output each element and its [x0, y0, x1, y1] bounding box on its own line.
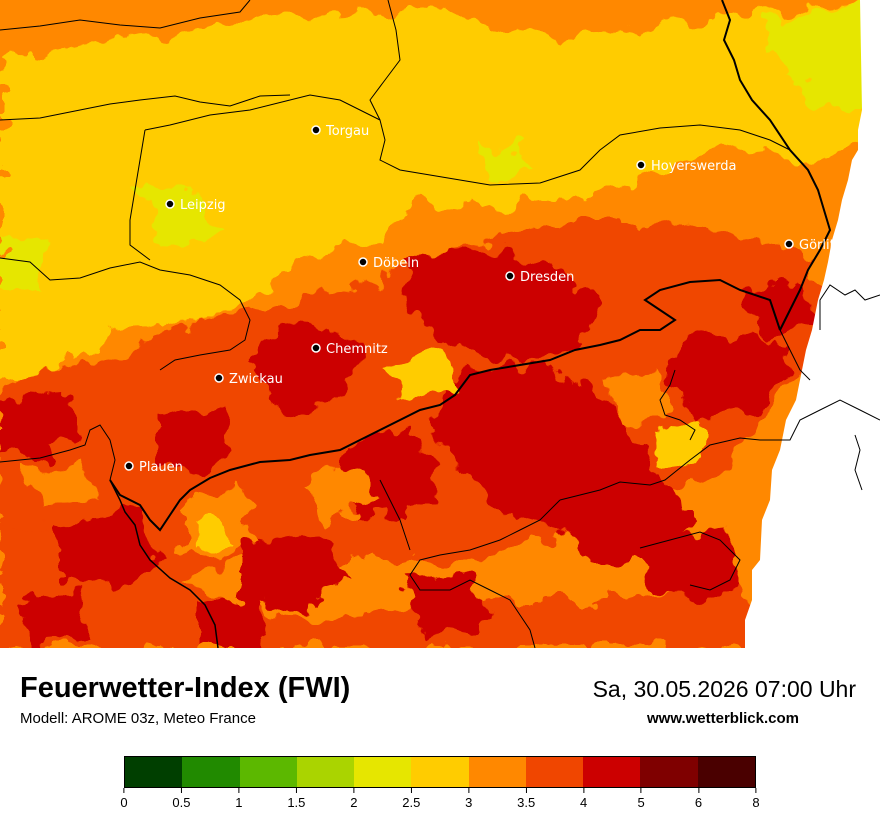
legend-tick-label: 8 [752, 795, 760, 810]
legend-tick: 5 [637, 788, 645, 810]
borders [0, 0, 880, 648]
legend-tick: 0 [120, 788, 128, 810]
legend-tick: 8 [752, 788, 760, 810]
legend-tick: 4 [580, 788, 587, 810]
city-label: Plauen [139, 460, 183, 475]
footer: Feuerwetter-Index (FWI) Modell: AROME 03… [0, 648, 880, 830]
legend-tick: 3 [465, 788, 472, 810]
valid-datetime: Sa, 30.05.2026 07:00 Uhr [592, 676, 856, 702]
legend-tick-label: 1.5 [287, 795, 306, 810]
legend-tick: 1 [235, 788, 243, 810]
legend-tick: 2.5 [402, 788, 420, 810]
legend-tick-mark [640, 788, 642, 793]
legend-tick: 6 [695, 788, 702, 810]
legend-swatch-0 [125, 757, 183, 787]
legend-tick-label: 4 [580, 795, 588, 810]
color-legend [124, 756, 756, 788]
city-marker-dot [784, 239, 794, 249]
city-marker-dot [124, 461, 134, 471]
city-marker-dot [214, 373, 224, 383]
legend-swatch-3 [296, 757, 355, 787]
legend-tick: 3.5 [517, 788, 535, 810]
legend-tick-mark [180, 788, 182, 793]
map-title: Feuerwetter-Index (FWI) [20, 672, 351, 704]
legend-swatch-4 [354, 757, 412, 787]
website-link[interactable]: www.wetterblick.com [647, 710, 799, 727]
legend-ticks: 0 0.5 1 1.5 2 2.5 3 3.5 4 5 6 8 [120, 788, 760, 822]
city-label: Torgau [325, 124, 369, 139]
city-marker-dot [311, 125, 321, 135]
legend-swatch-8 [583, 757, 641, 787]
legend-tick-mark [295, 788, 297, 793]
city-d-beln: Döbeln [358, 256, 419, 271]
legend-tick-label: 1 [235, 795, 243, 810]
city-hoyerswerda: Hoyerswerda [636, 159, 737, 174]
model-info: Modell: AROME 03z, Meteo France [20, 710, 256, 727]
city-markers: Torgau Hoyerswerda Leipzig Görlitz Döbeln Dre… [124, 124, 842, 475]
city-label: Döbeln [373, 256, 419, 271]
legend-swatch-2 [239, 757, 297, 787]
city-label: Hoyerswerda [651, 159, 737, 174]
legend-tick-mark [583, 788, 585, 793]
city-marker-dot [636, 160, 646, 170]
legend-tick-mark [698, 788, 700, 793]
city-plauen: Plauen [124, 460, 183, 475]
legend-tick-mark [123, 788, 125, 793]
city-leipzig: Leipzig [165, 198, 226, 213]
city-chemnitz: Chemnitz [311, 342, 388, 357]
map-canvas: Torgau Hoyerswerda Leipzig Görlitz Döbeln Dre… [0, 0, 880, 648]
legend-tick-label: 0 [120, 795, 128, 810]
city-g-rlitz: Görlitz [784, 238, 842, 253]
legend-swatch-9 [640, 757, 698, 787]
legend-tick-mark [410, 788, 412, 793]
city-label: Zwickau [229, 372, 283, 387]
legend-tick-mark [238, 788, 240, 793]
legend-swatch-7 [525, 757, 584, 787]
city-dresden: Dresden [505, 270, 574, 285]
legend-tick-mark [353, 788, 355, 793]
out-of-domain-area [745, 0, 880, 648]
legend-tick-label: 0.5 [172, 795, 191, 810]
city-marker-dot [165, 199, 175, 209]
legend-tick-mark [525, 788, 527, 793]
city-label: Dresden [520, 270, 574, 285]
legend-tick-label: 6 [694, 795, 703, 810]
legend-tick: 1.5 [287, 788, 305, 810]
legend-tick-label: 5 [637, 795, 645, 810]
city-marker-dot [358, 257, 368, 267]
legend-swatch-1 [182, 757, 240, 787]
city-label: Görlitz [799, 238, 842, 253]
city-torgau: Torgau [311, 124, 369, 139]
city-marker-dot [311, 343, 321, 353]
legend-swatch-5 [411, 757, 469, 787]
city-label: Leipzig [180, 198, 226, 213]
legend-tick-label: 2.5 [402, 795, 421, 810]
legend-tick: 0.5 [172, 788, 190, 810]
city-zwickau: Zwickau [214, 372, 283, 387]
fwi-map: Torgau Hoyerswerda Leipzig Görlitz Döbeln Dre… [0, 0, 880, 648]
legend-tick-label: 2 [350, 795, 358, 810]
legend-tick: 2 [350, 788, 357, 810]
legend-tick-mark [755, 788, 757, 793]
legend-tick-mark [468, 788, 470, 793]
legend-tick-label: 3.5 [517, 795, 536, 810]
city-marker-dot [505, 271, 515, 281]
legend-tick-label: 3 [465, 795, 473, 810]
legend-swatch-6 [468, 757, 526, 787]
legend-swatch-10 [697, 757, 755, 787]
city-label: Chemnitz [326, 342, 388, 357]
